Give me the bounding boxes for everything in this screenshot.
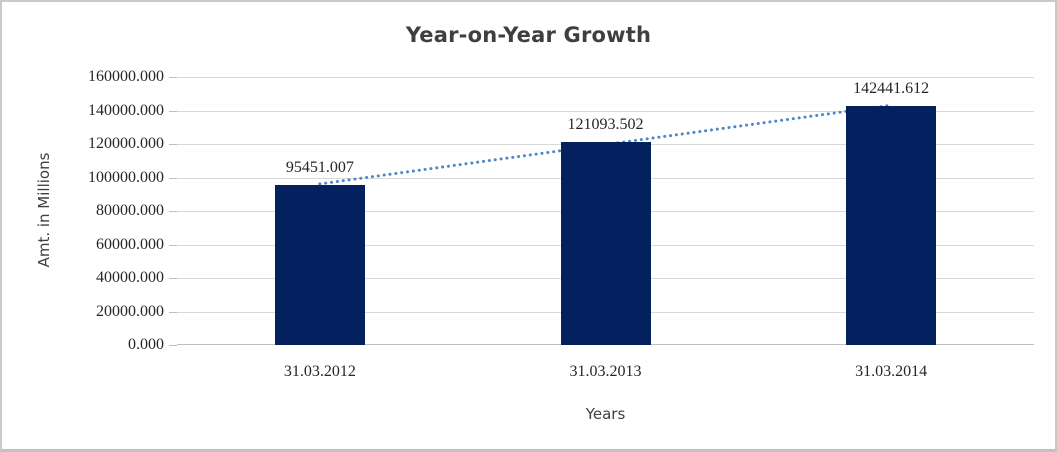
y-axis-tick-mark xyxy=(169,110,177,112)
y-tick-label: 140000.000 xyxy=(88,101,164,119)
y-tick-label: 160000.000 xyxy=(88,68,164,85)
y-tick-label: 60000.000 xyxy=(96,235,164,253)
y-axis-tick-mark xyxy=(169,278,177,279)
chart-title: Year-on-Year Growth xyxy=(405,23,652,47)
y-axis-tick-mark xyxy=(169,345,177,346)
y-tick-label: 100000.000 xyxy=(88,168,164,186)
y-tick-label: 40000.000 xyxy=(96,269,164,286)
data-label: 95451.007 xyxy=(285,159,354,177)
y-tick-label: 120000.000 xyxy=(88,135,164,152)
y-tick-label: 20000.000 xyxy=(96,302,164,320)
gridline xyxy=(177,77,1034,78)
data-label: 121093.502 xyxy=(567,116,644,134)
y-tick-label: 80000.000 xyxy=(96,202,164,219)
x-tick-label: 31.03.2012 xyxy=(283,363,356,380)
x-tick-label: 31.03.2014 xyxy=(855,363,928,380)
bar-31.03.2013 xyxy=(560,142,651,345)
y-axis-tick-mark xyxy=(169,311,177,313)
bar-31.03.2014 xyxy=(846,106,937,345)
y-axis-tick-mark xyxy=(169,244,177,246)
y-axis-tick-mark xyxy=(169,144,177,145)
y-axis-tick-mark xyxy=(169,177,177,179)
x-tick-label: 31.03.2013 xyxy=(569,363,642,380)
x-axis-title: Years xyxy=(585,405,626,423)
y-axis-tick-mark xyxy=(169,211,177,212)
y-tick-label: 0.000 xyxy=(128,336,164,353)
bar-31.03.2012 xyxy=(274,185,365,345)
y-axis-tick-mark xyxy=(169,77,177,78)
data-label: 142441.612 xyxy=(853,80,930,98)
